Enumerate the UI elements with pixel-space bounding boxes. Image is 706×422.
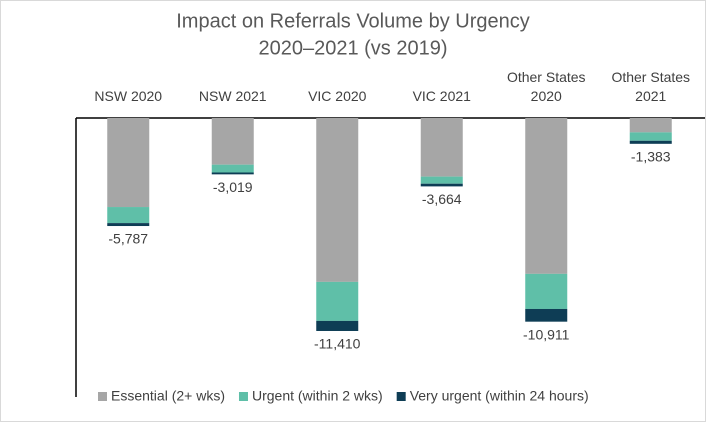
legend-label: Very urgent (within 24 hours) (410, 388, 589, 404)
bar-segment (316, 281, 359, 321)
bar-segment (211, 118, 254, 165)
total-label: -3,664 (422, 191, 462, 207)
category-label: Other States 2020 (506, 69, 586, 104)
legend-label: Urgent (within 2 wks) (252, 388, 383, 404)
total-label: -11,410 (314, 336, 361, 352)
category-label: VIC 2021 (412, 88, 471, 104)
bar-segment (629, 132, 672, 141)
bar-segment (211, 164, 254, 173)
category-label: VIC 2020 (308, 88, 367, 104)
chart-title: Impact on Referrals Volume by Urgency (176, 10, 530, 32)
bar-segment (420, 118, 463, 177)
chart-subtitle: 2020–2021 (vs 2019) (258, 37, 447, 59)
bar-segment (316, 320, 359, 331)
bar-segment (420, 176, 463, 184)
legend-swatch (98, 392, 107, 401)
category-label: NSW 2021 (198, 88, 267, 104)
bar-segment (629, 140, 672, 144)
bar-segment (525, 308, 568, 322)
total-label: -10,911 (523, 326, 570, 342)
total-label: -5,787 (108, 231, 148, 247)
legend-label: Essential (2+ wks) (111, 388, 225, 404)
bar-segment (420, 183, 463, 187)
bar-segment (316, 118, 359, 282)
bar-segment (211, 172, 254, 175)
legend-swatch (396, 392, 406, 401)
bar-segment (107, 118, 150, 208)
bar-segment (107, 223, 150, 227)
bar-segment (525, 273, 568, 309)
legend-swatch (238, 392, 248, 401)
total-label: -3,019 (213, 179, 253, 195)
category-label: NSW 2020 (94, 88, 163, 104)
total-label: -1,383 (631, 149, 671, 165)
category-label: Other States 2021 (611, 69, 691, 104)
bar-segment (107, 207, 150, 224)
bar-segment (525, 118, 568, 274)
bar-segment (629, 118, 672, 133)
